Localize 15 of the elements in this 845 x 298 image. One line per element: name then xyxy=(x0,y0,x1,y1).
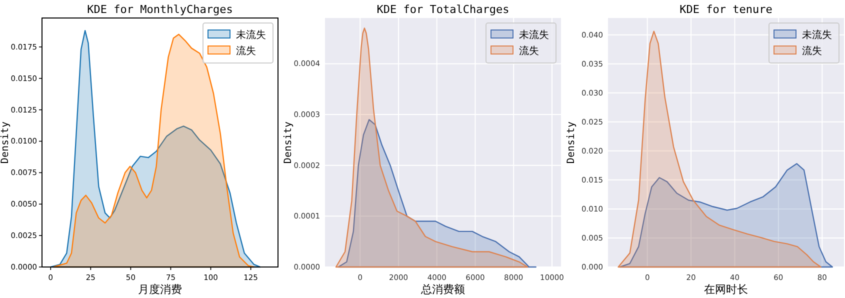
legend-label: 流失 xyxy=(519,45,539,57)
x-axis-title: 月度消费 xyxy=(138,283,182,296)
chart-title: KDE for tenure xyxy=(680,3,772,16)
legend-label: 流失 xyxy=(802,45,822,57)
x-axis-title: 在网时长 xyxy=(704,283,748,296)
chart-title: KDE for MonthlyCharges xyxy=(87,3,233,16)
legend-label: 未流失 xyxy=(236,29,266,41)
x-axis-title: 总消费额 xyxy=(420,283,465,296)
y-axis-title: Density xyxy=(283,121,294,164)
legend-label: 流失 xyxy=(236,45,256,57)
legend-label: 未流失 xyxy=(802,29,832,41)
y-axis-title: Density xyxy=(0,121,11,164)
y-axis-title: Density xyxy=(566,121,577,164)
legend-label: 未流失 xyxy=(519,29,549,41)
chart-title: KDE for TotalCharges xyxy=(376,3,510,16)
